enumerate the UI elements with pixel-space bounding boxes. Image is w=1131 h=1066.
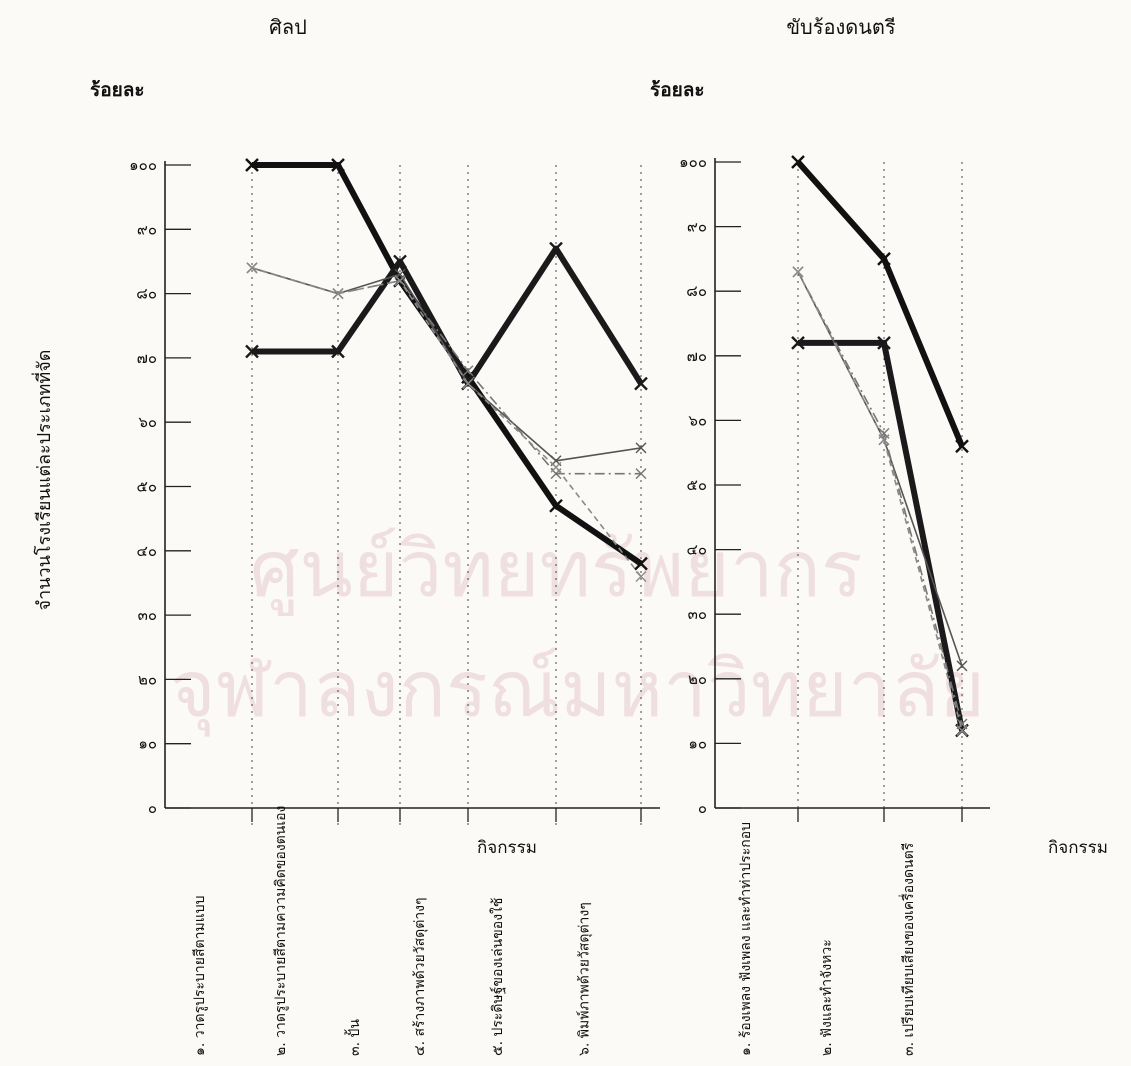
data-point-marker [550, 461, 562, 473]
category-label: ๓. เปรียบเทียบเสียงของเครื่องดนตรี [899, 842, 917, 1056]
data-point-marker [331, 344, 345, 359]
data-point-marker [877, 336, 891, 350]
data-point-marker [331, 158, 345, 172]
data-point-marker [877, 252, 891, 266]
category-label: ๑. วาดรูประบายสีตามแบบ [192, 895, 208, 1056]
y-tick-label: ๗๐ [137, 349, 157, 367]
y-tick-label: ๓๐ [138, 606, 157, 624]
y-tick-label: ๘๐ [136, 285, 157, 303]
category-label: ๒. วาดรูประบายสีตามความคิดของตนเอง [273, 806, 289, 1056]
y-tick-label: ๓๐ [688, 605, 707, 623]
data-point-marker [549, 241, 563, 256]
data-point-marker [956, 660, 968, 672]
category-label: ๑. ร้องเพลง ฟังเพลง และทำท่าประกอบ [738, 822, 754, 1056]
data-point-marker [245, 158, 259, 172]
data-point-marker [791, 155, 805, 169]
data-point-marker [394, 275, 406, 287]
y-tick-label: ๖๐ [138, 413, 157, 431]
series-line [251, 267, 642, 462]
series-line [252, 162, 643, 567]
data-point-marker [878, 434, 890, 446]
chart-2-xlabel: กิจกรรม [1048, 838, 1108, 858]
series-line [252, 245, 644, 387]
data-point-marker [462, 365, 474, 377]
data-point-marker [956, 724, 968, 736]
watermark-line-2: จุฬาลงกรณ์มหาวิทยาลัย [170, 645, 985, 737]
watermark-line-1: ศูนย์วิทยทรัพยากร [250, 525, 863, 616]
y-tick-label: ๕๐ [686, 476, 707, 494]
series-line [795, 160, 965, 448]
data-point-marker [246, 262, 258, 274]
data-point-marker [245, 344, 259, 359]
data-point-marker [634, 556, 648, 571]
data-point-marker [792, 266, 804, 278]
y-tick-label: ๑๐ [688, 734, 707, 752]
y-tick-label: ๑๐๐ [129, 156, 157, 174]
data-point-marker [549, 498, 563, 513]
y-tick-label: ๙๐ [137, 220, 157, 238]
y-tick-label: ๔๐ [136, 542, 157, 560]
y-tick-label: ๐ [148, 799, 157, 817]
series-line [797, 271, 963, 731]
y-tick-label: ๙๐ [687, 218, 707, 236]
data-point-marker [955, 439, 969, 454]
y-axis-side-label: จำนวนโรงเรียนแต่ละประเภทที่จัด [31, 350, 55, 611]
chart-2-title: ขับร้องดนตรี [786, 15, 896, 39]
y-tick-label: ๒๐ [138, 670, 157, 688]
chart-1-ylabel: ร้อยละ [90, 79, 145, 101]
y-tick-label: ๖๐ [688, 411, 707, 429]
data-point-marker [462, 378, 474, 390]
category-label: ๕. ประดิษฐ์ของเล่นของใช้ [489, 898, 506, 1056]
y-tick-label: ๑๐ [138, 735, 157, 753]
data-point-marker [634, 376, 648, 391]
data-point-marker [635, 442, 647, 454]
y-tick-label: ๗๐ [687, 347, 707, 365]
category-label: ๔. สร้างภาพด้วยวัสดุต่างๆ [412, 897, 428, 1056]
data-point-marker [791, 336, 805, 350]
series-line [251, 267, 641, 475]
chart-1-title: ศิลป [269, 15, 307, 39]
y-tick-label: ๐ [698, 799, 707, 817]
y-tick-label: ๑๐๐ [679, 153, 707, 171]
data-point-marker [393, 254, 407, 269]
data-point-marker [635, 571, 647, 583]
y-tick-label: ๒๐ [688, 670, 707, 688]
category-label: ๖. พิมพ์ภาพด้วยวัสดุต่างๆ [576, 902, 593, 1056]
y-tick-label: ๔๐ [686, 541, 707, 559]
chart-2-ylabel: ร้อยละ [650, 79, 705, 101]
data-point-marker [635, 468, 647, 480]
category-label: ๓. ปั้น [344, 1019, 363, 1056]
chart-1-xlabel: กิจกรรม [477, 838, 537, 858]
y-tick-label: ๕๐ [136, 478, 157, 496]
series-line [251, 267, 642, 578]
category-label: ๒. ฟังและทำจังหวะ [819, 939, 835, 1056]
y-tick-label: ๘๐ [686, 282, 707, 300]
data-point-marker [332, 288, 344, 300]
